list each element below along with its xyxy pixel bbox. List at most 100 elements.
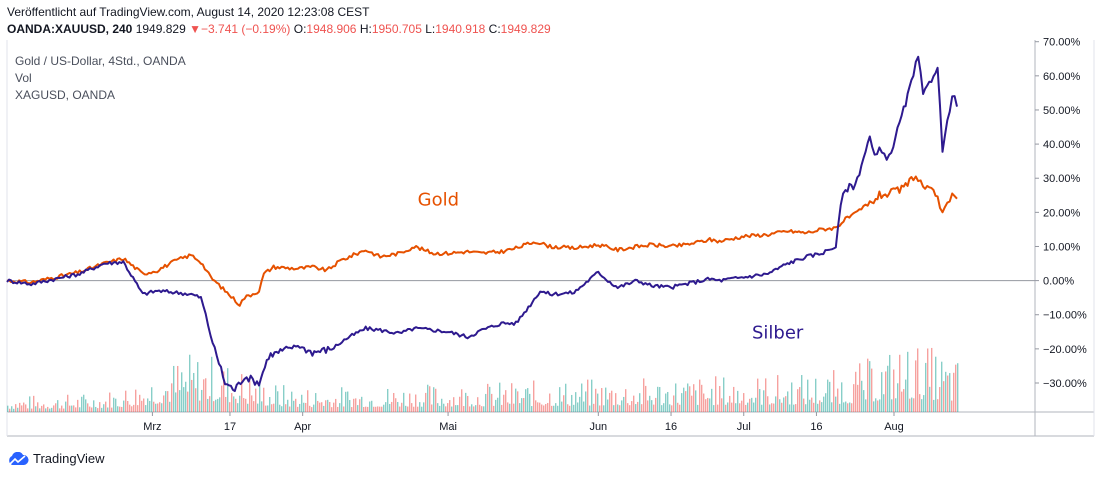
volume-bar [89, 406, 91, 412]
volume-bar [571, 394, 573, 412]
volume-bar [393, 392, 395, 412]
volume-bar [135, 389, 137, 412]
volume-bar [95, 406, 97, 412]
volume-bar [663, 403, 665, 412]
volume-bar [435, 388, 437, 412]
x-tick-label: Jun [589, 421, 607, 433]
volume-bar [107, 407, 109, 412]
last-price: 1949.829 [135, 22, 186, 36]
volume-bar [37, 402, 39, 412]
legend-compare-series[interactable]: XAGUSD, OANDA [15, 88, 116, 102]
volume-bar [189, 354, 191, 412]
volume-bar [515, 388, 517, 412]
volume-bar [681, 393, 683, 412]
series-line-gold [6, 175, 958, 307]
volume-bar [891, 399, 893, 412]
volume-bar [657, 386, 659, 412]
volume-bar [285, 404, 287, 412]
volume-bar [147, 398, 149, 412]
volume-bar [603, 405, 605, 412]
volume-bar [357, 405, 359, 412]
volume-bar [911, 397, 913, 412]
volume-bar [111, 407, 113, 412]
volume-bar [875, 398, 877, 412]
volume-bar [519, 403, 521, 412]
volume-bar [277, 391, 279, 412]
symbol-label[interactable]: OANDA:XAUUSD, 240 [7, 22, 133, 36]
volume-bar [707, 397, 709, 412]
volume-bar [361, 396, 363, 412]
y-tick-label: 60.00% [1043, 71, 1081, 83]
volume-bar [25, 404, 27, 412]
volume-bar [473, 406, 475, 412]
volume-bar [245, 398, 247, 412]
volume-bar [887, 365, 889, 412]
volume-bar [669, 404, 671, 412]
volume-bar [721, 398, 723, 412]
volume-bar [321, 402, 323, 412]
volume-bar [505, 390, 507, 412]
volume-bar [605, 387, 607, 412]
volume-bar [691, 395, 693, 412]
volume-bar [421, 406, 423, 412]
volume-bar [187, 391, 189, 412]
volume-bar [359, 399, 361, 412]
volume-bar [761, 404, 763, 412]
volume-bar [829, 381, 831, 412]
volume-bar [377, 406, 379, 412]
volume-bar [295, 398, 297, 412]
volume-bar [533, 380, 535, 412]
volume-bar [935, 356, 937, 412]
volume-bar [619, 405, 621, 412]
volume-bar [557, 405, 559, 412]
volume-bar [667, 391, 669, 412]
volume-bar [467, 395, 469, 412]
volume-bar [517, 391, 519, 412]
legend-volume[interactable]: Vol [15, 71, 32, 85]
open-label: O: [293, 22, 307, 36]
volume-bar [549, 393, 551, 412]
volume-bar [953, 372, 955, 412]
legend-main-series[interactable]: Gold / US-Dollar, 4Std., OANDA [15, 54, 186, 68]
series-line-silber [6, 55, 958, 393]
volume-bar [799, 387, 801, 412]
volume-bar [719, 386, 721, 412]
volume-bar [765, 378, 767, 412]
volume-bar [547, 402, 549, 412]
volume-bar [569, 405, 571, 412]
volume-bar [287, 399, 289, 412]
tradingview-branding[interactable]: TradingView [7, 451, 105, 466]
volume-bar [693, 384, 695, 412]
volume-bar [185, 381, 187, 412]
volume-bar [73, 405, 75, 412]
volume-bar [723, 377, 725, 412]
volume-bar [303, 402, 305, 412]
volume-bar [531, 406, 533, 412]
volume-bar [597, 393, 599, 412]
volume-bar [217, 398, 219, 412]
volume-bar [113, 397, 115, 412]
volume-bar [741, 400, 743, 412]
volume-bar [457, 405, 459, 412]
volume-bar [69, 405, 71, 412]
volume-bar [179, 390, 181, 412]
volume-bar [109, 392, 111, 412]
volume-bar [35, 406, 37, 412]
volume-bar [297, 406, 299, 412]
volume-bar [937, 399, 939, 412]
volume-bar [211, 356, 213, 412]
open-value: 1948.906 [306, 22, 357, 36]
volume-bar [163, 395, 165, 412]
volume-bar [207, 398, 209, 412]
volume-bar [739, 403, 741, 412]
volume-bar [833, 370, 835, 412]
volume-bar [825, 393, 827, 412]
volume-bar [781, 402, 783, 412]
volume-bar [585, 391, 587, 412]
volume-bar [11, 406, 13, 412]
volume-bar [281, 406, 283, 412]
volume-bar [865, 399, 867, 412]
volume-bar [897, 383, 899, 412]
volume-bar [703, 393, 705, 412]
